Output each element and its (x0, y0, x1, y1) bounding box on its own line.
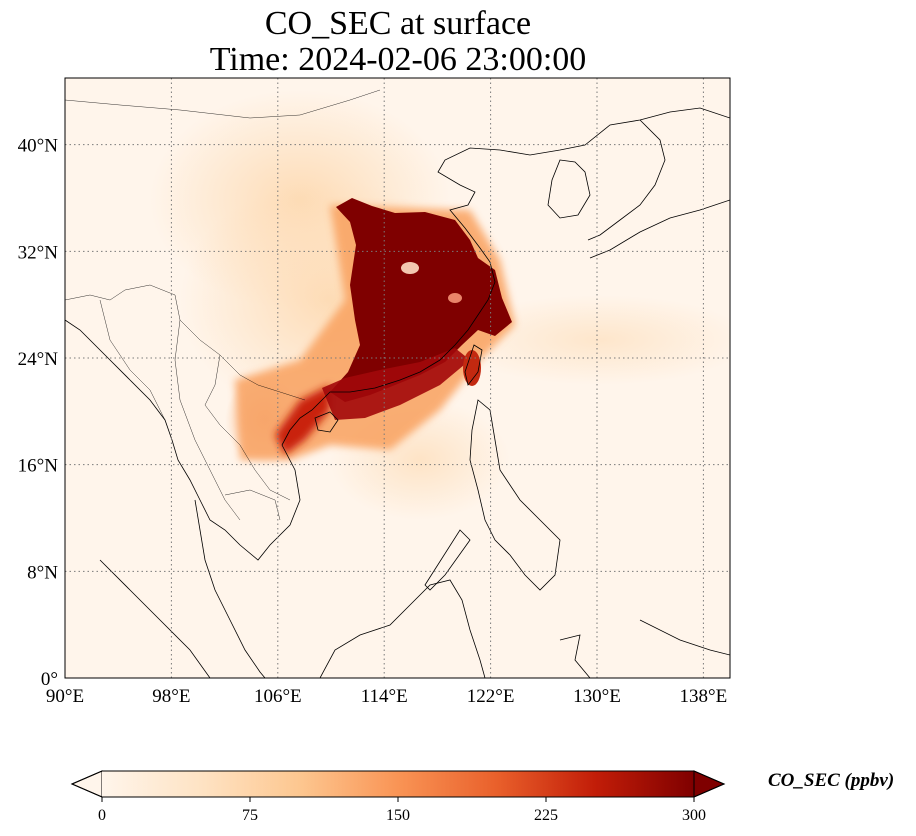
coastlines (65, 107, 730, 678)
plume-taiwan (463, 350, 481, 386)
coastline-philippines (469, 399, 561, 591)
concentration-field (150, 90, 730, 520)
coastline-malay (194, 499, 266, 678)
border-mongolia (65, 89, 381, 119)
plume-core-south (322, 348, 470, 420)
lat-tick-label: 40°N (18, 136, 59, 157)
coastline-korea (547, 159, 591, 219)
lat-tick-label: 16°N (18, 456, 59, 477)
plume-hole (401, 262, 419, 274)
lat-tick-label: 24°N (18, 349, 59, 370)
colorbar-tick-label: 225 (534, 807, 558, 824)
longitude-ticks: 90°E 98°E 106°E 114°E 122°E 130°E 138°E (46, 686, 727, 707)
coastline-china (281, 107, 730, 446)
latitude-ticks: 0° 8°N 16°N 24°N 32°N 40°N (18, 136, 59, 690)
plume-hole-2 (448, 293, 462, 303)
lon-tick-label: 114°E (361, 686, 408, 707)
lat-tick-label: 8°N (27, 562, 58, 583)
colorbar-tick-label: 75 (242, 807, 258, 824)
colorbar-tick-label: 150 (386, 807, 410, 824)
lon-tick-label: 122°E (467, 686, 515, 707)
plume-tonkin (275, 385, 330, 455)
colorbar-body (102, 771, 694, 797)
coastline-indochina (65, 319, 301, 561)
colorbar-extend-max (693, 770, 726, 798)
colorbar: 0 75 150 225 300 (70, 770, 726, 824)
colorbar-ticks: 0 75 150 225 300 (98, 797, 706, 824)
lon-tick-label: 130°E (573, 686, 621, 707)
border-thailand (174, 319, 241, 521)
lon-tick-label: 98°E (152, 686, 190, 707)
coastline-sumatra (99, 559, 211, 678)
coastline-taiwan (464, 344, 483, 386)
lon-tick-label: 138°E (680, 686, 728, 707)
lat-tick-label: 0° (41, 669, 58, 690)
plume-core (330, 198, 512, 402)
coastline-japan (587, 119, 730, 259)
lon-tick-label: 106°E (254, 686, 302, 707)
colorbar-extend-min (70, 770, 103, 798)
border-myanmar (99, 299, 166, 421)
coastline-palawan (424, 529, 471, 591)
haze-east-pacific (450, 295, 730, 385)
coastline-borneo (319, 579, 486, 678)
coastline-sulawesi (559, 634, 591, 678)
map-title: CO_SEC at surface (264, 5, 532, 42)
coastline-newguinea (639, 619, 730, 656)
coastline-hainan (314, 411, 339, 433)
colorbar-tick-label: 300 (682, 807, 706, 824)
gridlines (65, 78, 730, 678)
map-timestamp: Time: 2024-02-06 23:00:00 (209, 41, 587, 78)
colorbar-label: CO_SEC (ppbv) (768, 770, 895, 791)
map-frame (64, 77, 731, 679)
lon-tick-label: 90°E (46, 686, 84, 707)
lat-tick-label: 32°N (18, 242, 59, 263)
border-laos-vietnam (204, 354, 291, 501)
colorbar-tick-label: 0 (98, 807, 106, 824)
